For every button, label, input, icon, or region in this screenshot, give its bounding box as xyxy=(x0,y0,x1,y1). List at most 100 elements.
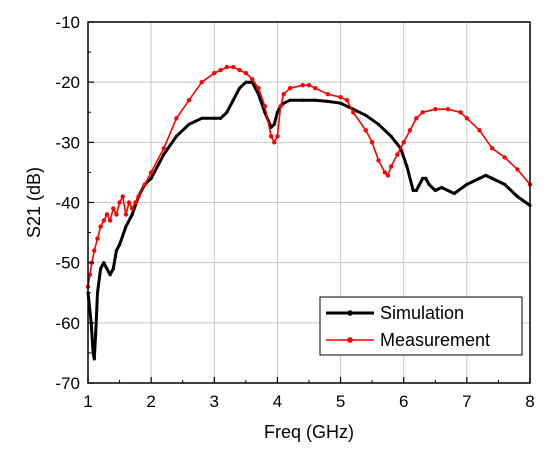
point-measurement xyxy=(104,212,110,217)
point-measurement xyxy=(287,86,293,91)
point-measurement xyxy=(117,200,122,205)
point-simulation xyxy=(237,86,242,90)
point-simulation xyxy=(244,80,248,84)
point-simulation xyxy=(99,267,103,271)
legend-label-simulation: Simulation xyxy=(380,303,464,323)
point-measurement xyxy=(133,200,138,205)
y-tick-label: -50 xyxy=(55,254,80,273)
y-tick-label: -40 xyxy=(55,194,80,213)
point-measurement xyxy=(186,98,192,103)
point-measurement xyxy=(199,80,204,85)
point-simulation xyxy=(440,185,444,190)
point-measurement xyxy=(351,110,356,115)
point-simulation xyxy=(411,188,415,193)
point-measurement xyxy=(306,83,312,88)
point-measurement xyxy=(414,116,419,121)
point-simulation xyxy=(414,188,418,193)
x-tick-label: 6 xyxy=(399,392,408,411)
point-simulation xyxy=(427,182,431,186)
point-measurement xyxy=(278,104,283,109)
point-measurement xyxy=(502,155,507,160)
point-measurement xyxy=(250,77,255,82)
tick-labels: 1 2 3 4 5 6 7 8 -70 -60 -50 -40 -30 -20 -10 xyxy=(55,13,534,411)
point-measurement xyxy=(212,70,217,76)
point-simulation xyxy=(174,134,178,138)
point-measurement xyxy=(130,206,135,211)
legend-marker-simulation xyxy=(347,310,353,316)
point-measurement xyxy=(363,128,368,133)
point-measurement xyxy=(123,212,129,217)
point-simulation xyxy=(376,122,381,126)
point-simulation xyxy=(326,99,330,103)
point-simulation xyxy=(102,261,106,265)
point-measurement xyxy=(477,128,482,133)
point-simulation xyxy=(269,125,273,129)
point-measurement xyxy=(262,104,267,109)
grid xyxy=(88,22,530,383)
point-measurement xyxy=(275,134,280,139)
x-tick-label: 5 xyxy=(336,392,345,411)
point-measurement xyxy=(268,134,274,139)
x-tick-label: 4 xyxy=(273,392,282,411)
point-measurement xyxy=(142,182,147,187)
point-simulation xyxy=(465,182,469,186)
point-simulation xyxy=(313,98,317,102)
point-measurement xyxy=(120,194,125,199)
point-simulation xyxy=(162,152,166,156)
point-measurement xyxy=(256,86,261,91)
point-simulation xyxy=(149,176,153,180)
point-measurement xyxy=(237,67,242,73)
point-measurement xyxy=(114,212,119,217)
point-measurement xyxy=(395,152,400,157)
x-tick-label: 1 xyxy=(83,392,92,411)
point-simulation xyxy=(282,101,286,105)
point-measurement xyxy=(433,107,438,112)
point-simulation xyxy=(94,333,98,337)
point-simulation xyxy=(405,164,409,168)
point-simulation xyxy=(272,122,276,126)
ticks xyxy=(87,21,531,384)
point-simulation xyxy=(339,101,343,105)
point-simulation xyxy=(212,116,216,120)
point-measurement xyxy=(136,194,141,199)
point-measurement xyxy=(224,64,230,70)
x-tick-label: 7 xyxy=(462,392,471,411)
point-simulation xyxy=(301,98,305,102)
point-simulation xyxy=(95,291,100,295)
point-simulation xyxy=(105,267,109,271)
point-measurement xyxy=(369,140,375,145)
point-measurement xyxy=(407,128,413,133)
point-measurement xyxy=(420,110,425,115)
point-measurement xyxy=(87,272,93,277)
point-simulation xyxy=(111,267,115,271)
point-measurement xyxy=(243,70,249,76)
point-measurement xyxy=(445,107,451,112)
point-simulation xyxy=(114,249,118,253)
point-simulation xyxy=(219,116,223,120)
x-tick-label: 2 xyxy=(146,392,155,411)
point-measurement xyxy=(272,140,277,145)
point-measurement xyxy=(126,200,132,205)
point-simulation xyxy=(515,194,520,199)
point-measurement xyxy=(385,173,391,178)
y-tick-label: -20 xyxy=(55,73,80,92)
point-measurement xyxy=(161,146,166,151)
x-axis-title: Freq (GHz) xyxy=(264,422,354,442)
point-simulation xyxy=(92,357,96,361)
point-simulation xyxy=(484,173,488,177)
y-tick-label: -10 xyxy=(55,13,80,32)
point-simulation xyxy=(108,273,112,277)
point-simulation xyxy=(225,110,229,114)
point-simulation xyxy=(130,212,134,217)
legend-marker-measurement xyxy=(347,337,353,343)
x-tick-label: 3 xyxy=(210,392,219,411)
point-measurement xyxy=(325,92,331,97)
point-simulation xyxy=(91,351,95,355)
point-measurement xyxy=(338,95,343,100)
point-simulation xyxy=(187,122,191,126)
point-measurement xyxy=(313,86,318,91)
point-measurement xyxy=(218,67,223,73)
point-simulation xyxy=(124,225,128,229)
point-measurement xyxy=(515,167,520,172)
